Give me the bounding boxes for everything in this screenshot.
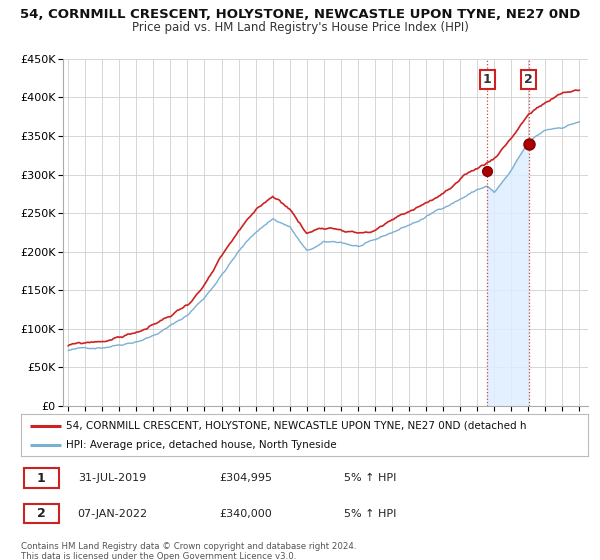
Text: 5% ↑ HPI: 5% ↑ HPI xyxy=(344,508,397,519)
FancyBboxPatch shape xyxy=(24,504,59,524)
Text: This data is licensed under the Open Government Licence v3.0.: This data is licensed under the Open Gov… xyxy=(21,552,296,560)
Text: 1: 1 xyxy=(37,472,46,484)
Text: 2: 2 xyxy=(37,507,46,520)
Text: 1: 1 xyxy=(483,73,491,86)
Text: 07-JAN-2022: 07-JAN-2022 xyxy=(78,508,148,519)
Text: 31-JUL-2019: 31-JUL-2019 xyxy=(78,473,146,483)
FancyBboxPatch shape xyxy=(24,468,59,488)
Text: HPI: Average price, detached house, North Tyneside: HPI: Average price, detached house, Nort… xyxy=(67,440,337,450)
Text: 5% ↑ HPI: 5% ↑ HPI xyxy=(344,473,397,483)
Text: 54, CORNMILL CRESCENT, HOLYSTONE, NEWCASTLE UPON TYNE, NE27 0ND: 54, CORNMILL CRESCENT, HOLYSTONE, NEWCAS… xyxy=(20,8,580,21)
Text: Contains HM Land Registry data © Crown copyright and database right 2024.: Contains HM Land Registry data © Crown c… xyxy=(21,542,356,551)
Text: 54, CORNMILL CRESCENT, HOLYSTONE, NEWCASTLE UPON TYNE, NE27 0ND (detached h: 54, CORNMILL CRESCENT, HOLYSTONE, NEWCAS… xyxy=(67,421,527,431)
Text: £340,000: £340,000 xyxy=(220,508,272,519)
Text: £304,995: £304,995 xyxy=(220,473,272,483)
Text: 2: 2 xyxy=(524,73,533,86)
Text: Price paid vs. HM Land Registry's House Price Index (HPI): Price paid vs. HM Land Registry's House … xyxy=(131,21,469,34)
